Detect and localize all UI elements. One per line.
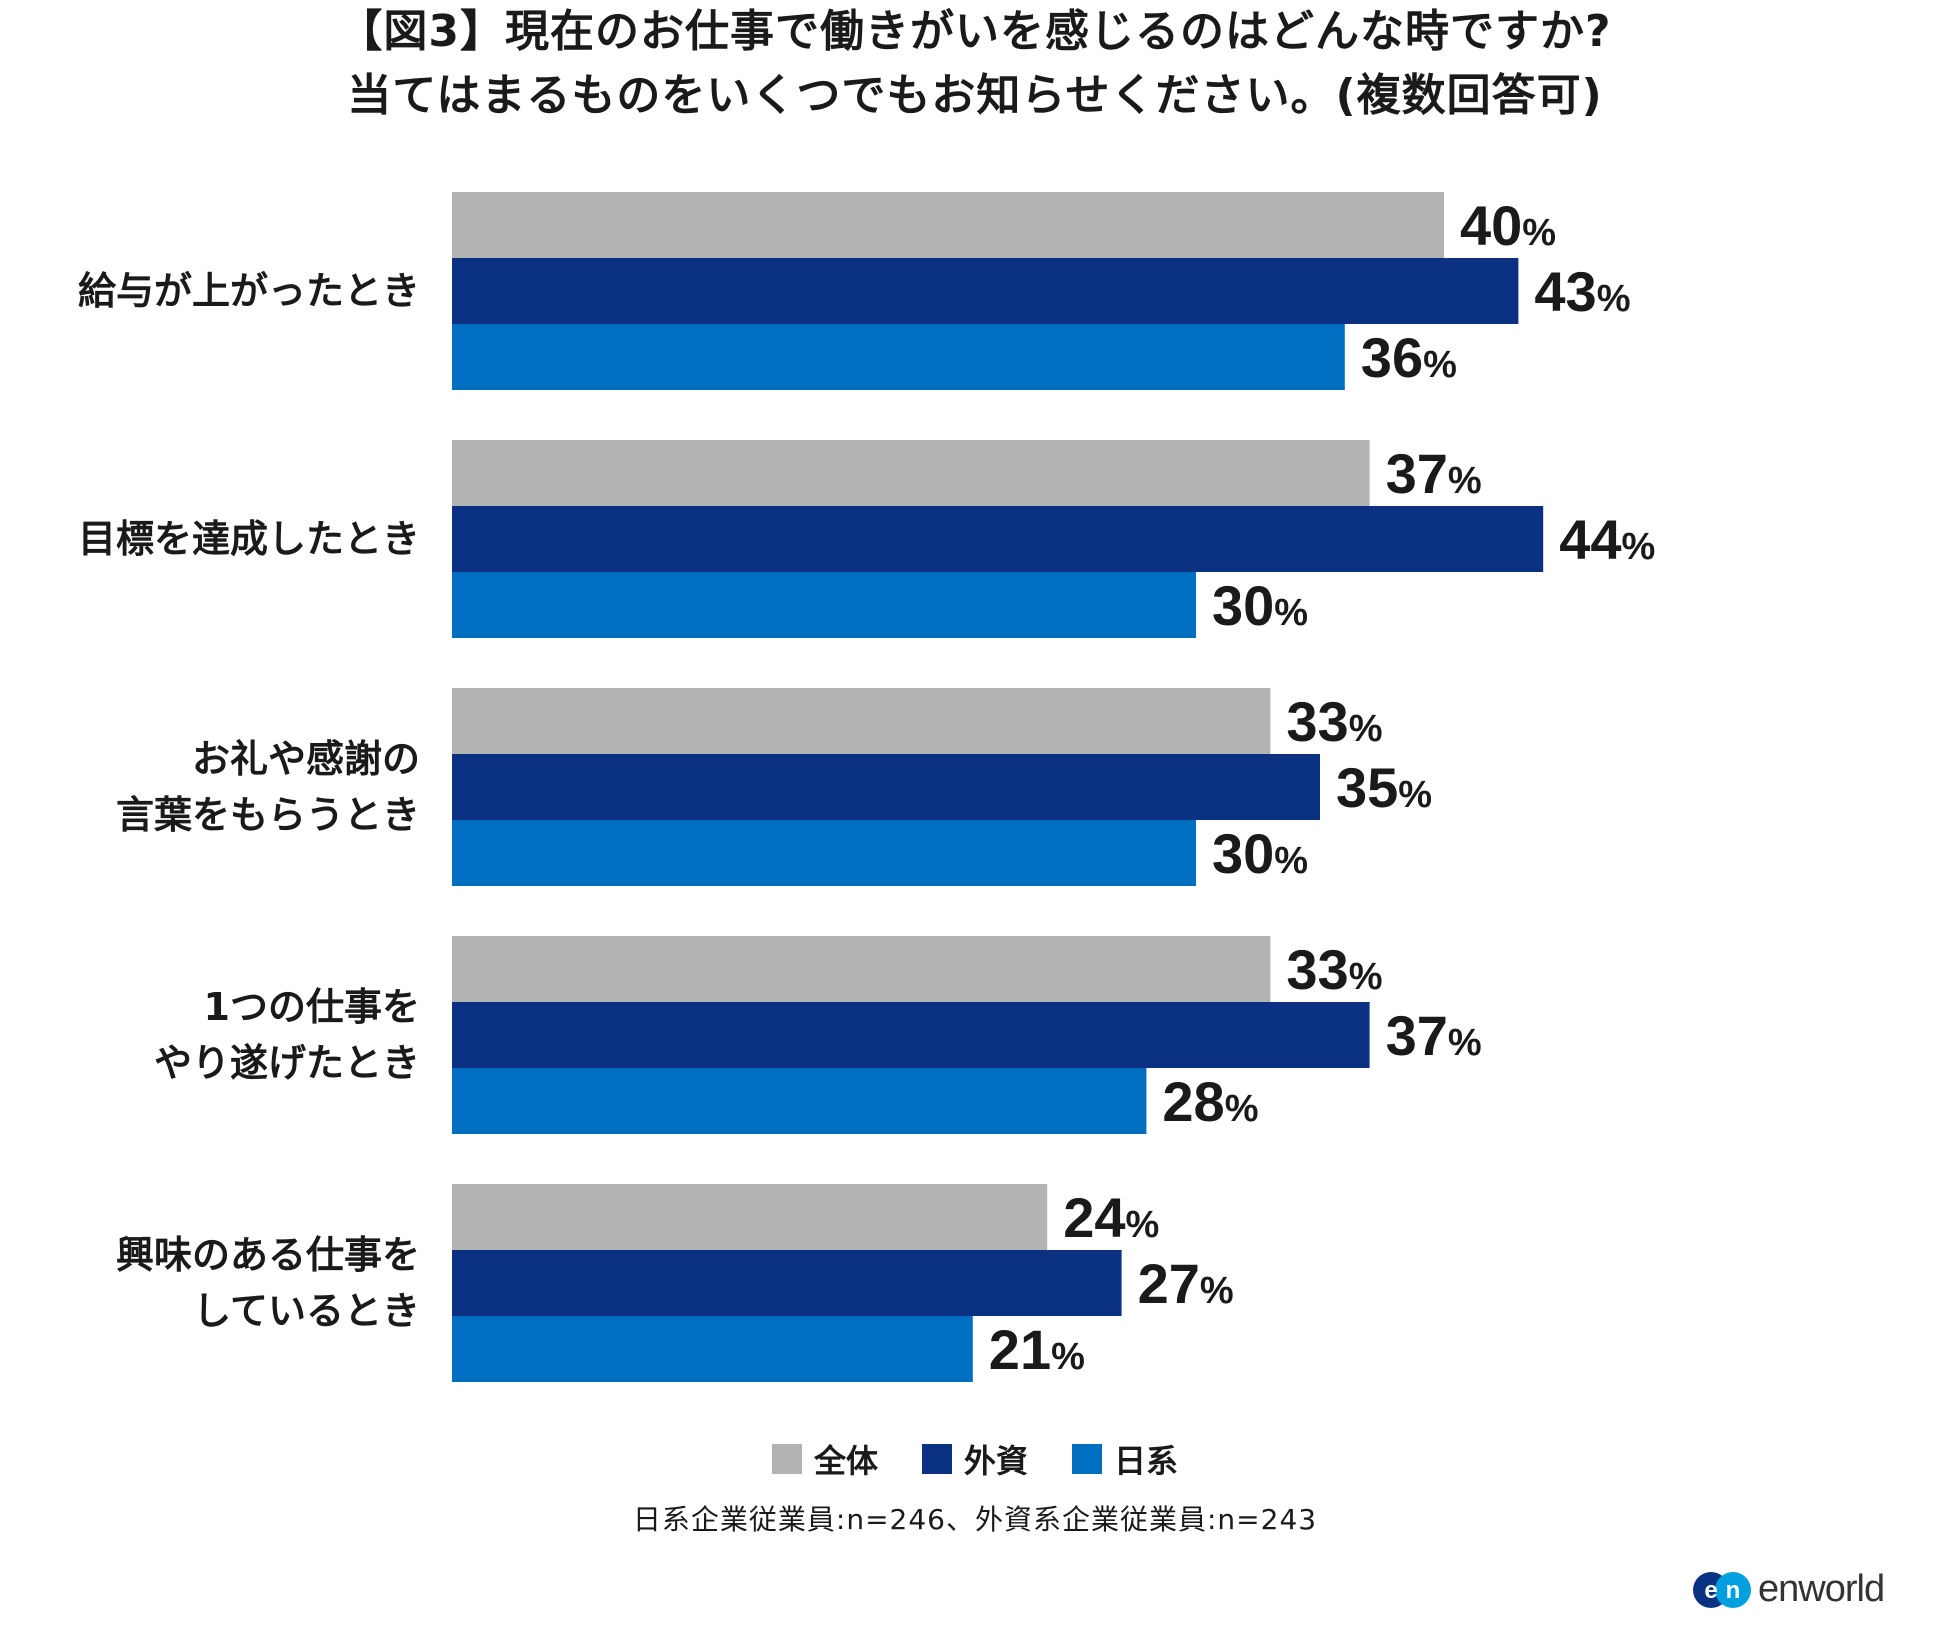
bar-chart: 給与が上がったとき 40%43% 36% 目標を達成したとき 37% 44% 30% お礼や感… xyxy=(78,192,1655,1382)
data-label-zentai-5: 24% xyxy=(1063,1186,1159,1249)
data-label-zentai-3: 33% xyxy=(1286,690,1382,753)
bar-nikkei-1 xyxy=(452,324,1345,390)
category-label-3: お礼や感謝の言葉をもらうとき xyxy=(116,737,420,837)
logo-mark-letter-n: n xyxy=(1726,1577,1741,1604)
bar-zentai-5 xyxy=(452,1184,1048,1250)
legend-swatch-gaishi xyxy=(921,1444,952,1474)
legend-label-nikkei: 日系 xyxy=(1114,1442,1179,1480)
bar-zentai-1 xyxy=(452,192,1444,258)
data-label-gaishi-1: 43% xyxy=(1534,260,1630,323)
chart-title: 【図3】現在のお仕事で働きがいを感じるのはどんな時ですか? 当てはまるものをいく… xyxy=(0,0,1950,128)
bar-gaishi-3 xyxy=(452,754,1320,820)
category-label-1: 給与が上がったとき xyxy=(78,269,420,313)
bar-nikkei-4 xyxy=(452,1068,1147,1134)
category-label-4: 1つの仕事をやり遂げたとき xyxy=(154,985,420,1085)
category-label-2: 目標を達成したとき xyxy=(78,517,420,561)
legend-item-gaishi: 外資 xyxy=(921,1436,1028,1482)
category-label-2-line-1: 目標を達成したとき xyxy=(78,517,420,561)
legend-item-nikkei: 日系 xyxy=(1072,1436,1178,1482)
category-label-5-line-1: 興味のある仕事を xyxy=(116,1233,420,1277)
enworld-logo: e n enworld xyxy=(1692,1568,1885,1611)
data-label-nikkei-1: 36% xyxy=(1361,326,1457,389)
data-label-gaishi-2: 44% xyxy=(1559,508,1655,571)
category-label-4-line-1: 1つの仕事を xyxy=(204,985,420,1029)
bar-zentai-4 xyxy=(452,936,1271,1002)
category-label-3-line-1: お礼や感謝の xyxy=(192,737,420,781)
bar-zentai-3 xyxy=(452,688,1271,754)
data-label-nikkei-4: 28% xyxy=(1162,1070,1258,1133)
data-label-zentai-4: 33% xyxy=(1286,938,1382,1001)
data-label-nikkei-5: 21% xyxy=(989,1318,1085,1381)
chart-title-line-1: 【図3】現在のお仕事で働きがいを感じるのはどんな時ですか? xyxy=(338,6,1612,57)
bar-gaishi-5 xyxy=(452,1250,1122,1316)
category-label-5: 興味のある仕事をしているとき xyxy=(116,1233,420,1333)
data-label-zentai-1: 40% xyxy=(1460,194,1556,257)
category-label-3-line-2: 言葉をもらうとき xyxy=(116,793,420,837)
category-label-1-line-1: 給与が上がったとき xyxy=(78,269,420,313)
data-label-gaishi-3: 35% xyxy=(1336,756,1432,819)
legend-swatch-zentai xyxy=(771,1444,802,1474)
category-label-5-line-2: しているとき xyxy=(193,1289,420,1333)
category-label-4-line-2: やり遂げたとき xyxy=(154,1041,420,1085)
bar-gaishi-1 xyxy=(452,258,1519,324)
bar-zentai-2 xyxy=(452,440,1370,506)
legend-swatch-nikkei xyxy=(1072,1444,1102,1474)
logo-mark-letter-e: e xyxy=(1704,1577,1717,1604)
legend-item-zentai: 全体 xyxy=(771,1436,878,1482)
bar-gaishi-2 xyxy=(452,506,1544,572)
data-label-gaishi-5: 27% xyxy=(1138,1252,1234,1315)
chart-legend: 全体 外資 日系 xyxy=(0,1436,1950,1482)
bar-nikkei-2 xyxy=(452,572,1196,638)
data-label-zentai-2: 37% xyxy=(1386,442,1482,505)
legend-label-gaishi: 外資 xyxy=(963,1442,1028,1480)
sample-size-footnote: 日系企業従業員:n=246、外資系企業従業員:n=243 xyxy=(632,1503,1318,1536)
legend-label-zentai: 全体 xyxy=(813,1442,878,1480)
enworld-logo-text: enworld xyxy=(1758,1568,1885,1610)
bar-nikkei-3 xyxy=(452,820,1196,886)
bar-nikkei-5 xyxy=(452,1316,973,1382)
data-label-nikkei-3: 30% xyxy=(1212,822,1308,885)
data-label-gaishi-4: 37% xyxy=(1386,1004,1482,1067)
data-label-nikkei-2: 30% xyxy=(1212,574,1308,637)
enworld-logo-mark-icon: e n xyxy=(1693,1571,1751,1608)
bar-gaishi-4 xyxy=(452,1002,1370,1068)
chart-title-line-2: 当てはまるものをいくつでもお知らせください。(複数回答可) xyxy=(347,70,1603,121)
